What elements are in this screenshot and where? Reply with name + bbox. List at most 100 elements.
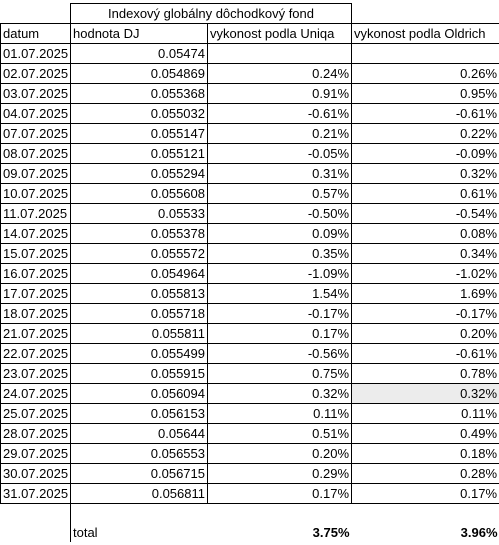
- empty-cell: [352, 504, 499, 524]
- value-cell: 0.21%: [208, 124, 352, 144]
- value-cell: 0.09%: [208, 224, 352, 244]
- date-cell: 21.07.2025: [1, 324, 71, 344]
- total-label: total: [71, 523, 208, 542]
- value-cell: 0.055811: [71, 324, 208, 344]
- empty-cell: [1, 523, 71, 542]
- date-cell: 23.07.2025: [1, 364, 71, 384]
- value-cell: 0.20%: [208, 444, 352, 464]
- empty-cell: [71, 504, 208, 524]
- value-cell: 0.05644: [71, 424, 208, 444]
- date-cell: 01.07.2025: [1, 44, 71, 64]
- value-cell: 0.055368: [71, 84, 208, 104]
- value-cell: 0.78%: [352, 364, 499, 384]
- value-cell: 0.32%: [352, 164, 499, 184]
- value-cell: 0.32%: [352, 384, 499, 404]
- value-cell: 0.11%: [352, 404, 499, 424]
- value-cell: 0.24%: [208, 64, 352, 84]
- header-cell: vykonost podla Oldrich: [352, 24, 499, 44]
- value-cell: 0.32%: [208, 384, 352, 404]
- value-cell: 0.34%: [352, 244, 499, 264]
- value-cell: 0.055294: [71, 164, 208, 184]
- value-cell: 0.055499: [71, 344, 208, 364]
- value-cell: 0.28%: [352, 464, 499, 484]
- value-cell: 0.17%: [352, 484, 499, 504]
- value-cell: 0.75%: [208, 364, 352, 384]
- value-cell: 0.055032: [71, 104, 208, 124]
- value-cell: 0.055572: [71, 244, 208, 264]
- date-cell: 09.07.2025: [1, 164, 71, 184]
- date-cell: 04.07.2025: [1, 104, 71, 124]
- date-cell: 24.07.2025: [1, 384, 71, 404]
- value-cell: 0.056094: [71, 384, 208, 404]
- header-cell: datum: [1, 24, 71, 44]
- value-cell: 0.17%: [208, 324, 352, 344]
- date-cell: 14.07.2025: [1, 224, 71, 244]
- date-cell: 15.07.2025: [1, 244, 71, 264]
- date-cell: 03.07.2025: [1, 84, 71, 104]
- date-cell: 11.07.2025: [1, 204, 71, 224]
- date-cell: 02.07.2025: [1, 64, 71, 84]
- value-cell: 0.31%: [208, 164, 352, 184]
- value-cell: 0.056811: [71, 484, 208, 504]
- value-cell: 0.22%: [352, 124, 499, 144]
- value-cell: 0.055813: [71, 284, 208, 304]
- value-cell: [352, 44, 499, 64]
- value-cell: -0.17%: [208, 304, 352, 324]
- value-cell: 0.08%: [352, 224, 499, 244]
- date-cell: 28.07.2025: [1, 424, 71, 444]
- value-cell: 0.57%: [208, 184, 352, 204]
- value-cell: 0.056553: [71, 444, 208, 464]
- value-cell: 0.056715: [71, 464, 208, 484]
- value-cell: -0.61%: [208, 104, 352, 124]
- title: Indexový globálny dôchodkový fond: [71, 4, 352, 24]
- value-cell: -0.50%: [208, 204, 352, 224]
- date-cell: 30.07.2025: [1, 464, 71, 484]
- value-cell: 0.055718: [71, 304, 208, 324]
- value-cell: -1.09%: [208, 264, 352, 284]
- empty-cell: [208, 504, 352, 524]
- value-cell: -0.56%: [208, 344, 352, 364]
- value-cell: 0.054964: [71, 264, 208, 284]
- value-cell: 0.49%: [352, 424, 499, 444]
- empty-cell: [1, 504, 71, 524]
- value-cell: 0.18%: [352, 444, 499, 464]
- value-cell: 0.95%: [352, 84, 499, 104]
- value-cell: 0.11%: [208, 404, 352, 424]
- date-cell: 31.07.2025: [1, 484, 71, 504]
- date-cell: 25.07.2025: [1, 404, 71, 424]
- value-cell: -1.02%: [352, 264, 499, 284]
- value-cell: 0.17%: [208, 484, 352, 504]
- value-cell: 0.055147: [71, 124, 208, 144]
- value-cell: 1.69%: [352, 284, 499, 304]
- value-cell: -0.54%: [352, 204, 499, 224]
- value-cell: 0.29%: [208, 464, 352, 484]
- value-cell: 0.26%: [352, 64, 499, 84]
- header-cell: hodnota DJ: [71, 24, 208, 44]
- value-cell: -0.17%: [352, 304, 499, 324]
- value-cell: -0.61%: [352, 344, 499, 364]
- value-cell: 0.055121: [71, 144, 208, 164]
- header-cell: vykonost podla Uniqa: [208, 24, 352, 44]
- value-cell: 0.055915: [71, 364, 208, 384]
- value-cell: 1.54%: [208, 284, 352, 304]
- title-row: Indexový globálny dôchodkový fond: [1, 4, 499, 24]
